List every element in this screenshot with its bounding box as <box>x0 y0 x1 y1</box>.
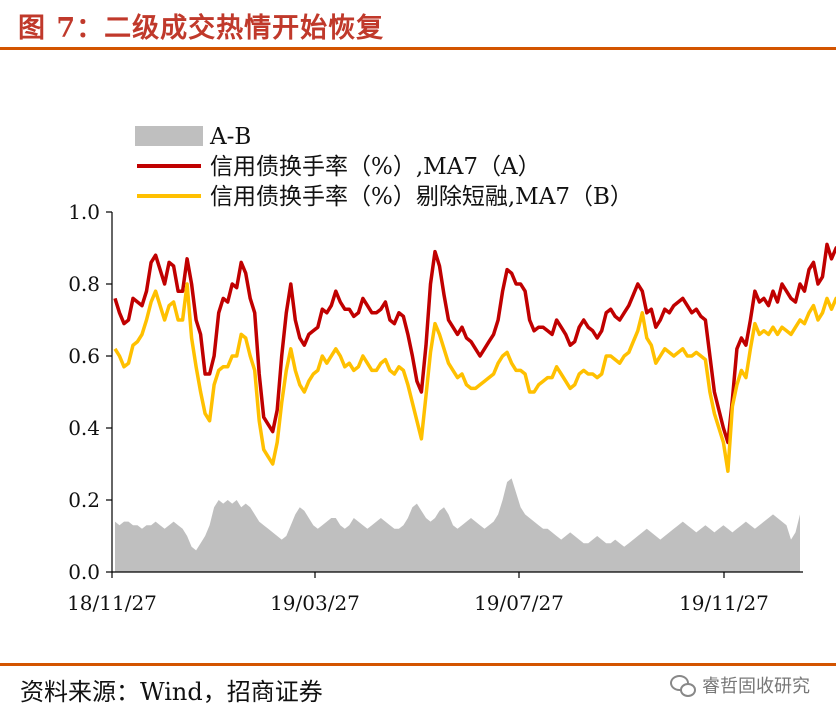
series-line-a <box>113 242 836 445</box>
legend-label-diff: A-B <box>209 124 251 150</box>
x-tick-label: 18/11/27 <box>67 591 157 615</box>
y-tick-label: 0.0 <box>68 560 100 584</box>
x-tick-label: 19/03/27 <box>270 591 360 615</box>
x-tick-label: 19/11/27 <box>679 591 769 615</box>
x-tick-label: 19/07/27 <box>474 591 564 615</box>
legend-label-a: 信用债换手率（%）,MA7（A） <box>210 154 541 180</box>
watermark: 睿哲固收研究 <box>670 672 810 698</box>
axes: 0.0 0.2 0.4 0.6 0.8 1.0 18/11/27 19/03/27 19/07/… <box>67 200 803 615</box>
y-tick-label: 0.8 <box>68 272 100 296</box>
wechat-icon <box>670 674 696 697</box>
y-tick-label: 1.0 <box>68 200 100 224</box>
series-line-b <box>113 282 836 473</box>
legend-label-b: 信用债换手率（%）剔除短融,MA7（B） <box>210 184 633 210</box>
legend: A-B 信用债换手率（%）,MA7（A） 信用债换手率（%）剔除短融,MA7（B… <box>135 124 633 210</box>
source-note: 资料来源：Wind，招商证券 <box>20 678 323 706</box>
legend-swatch-diff <box>135 126 203 146</box>
y-tick-label: 0.6 <box>68 344 100 368</box>
title-divider <box>0 47 836 50</box>
footer-divider <box>0 663 836 666</box>
watermark-text: 睿哲固收研究 <box>702 676 810 697</box>
page-title: 图 7：二级成交热情开始恢复 <box>18 13 385 44</box>
plot-area <box>113 242 836 572</box>
y-tick-label: 0.2 <box>68 488 100 512</box>
y-tick-label: 0.4 <box>68 416 100 440</box>
series-area-diff <box>115 478 800 572</box>
